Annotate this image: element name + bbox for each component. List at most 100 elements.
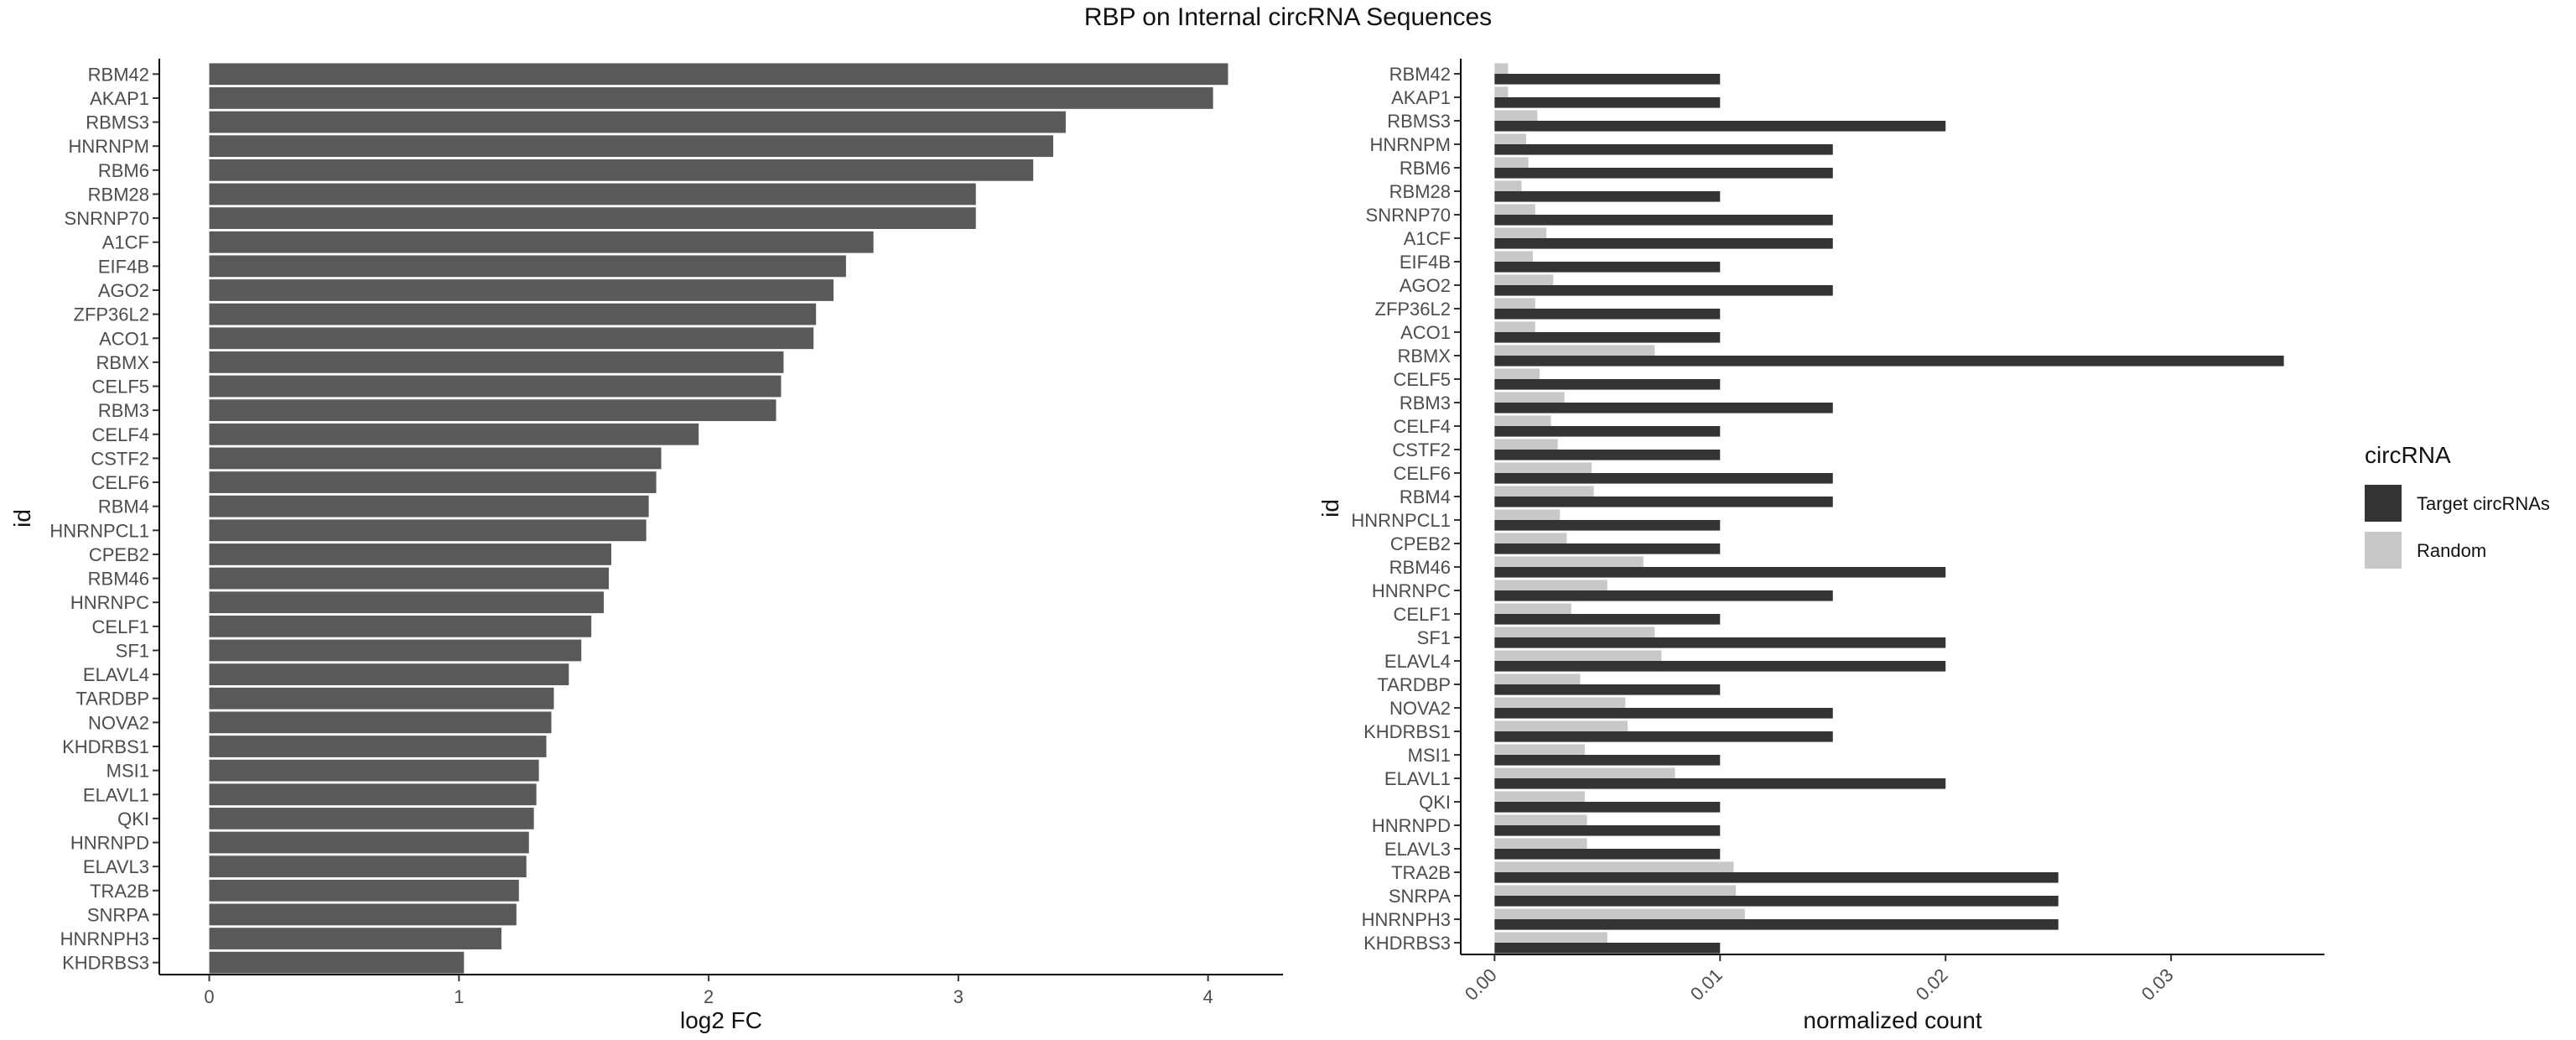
bar-celf5 [209, 375, 782, 398]
y-tick-label: A1CF [1404, 228, 1451, 249]
y-tick-label: KHDRBS3 [1363, 933, 1451, 954]
y-tick-label: ZFP36L2 [74, 304, 150, 325]
bar-random-zfp36l2 [1494, 298, 1535, 309]
y-tick-label: RBM42 [88, 64, 149, 85]
bar-nova2 [209, 711, 552, 734]
x-axis-title: log2 FC [680, 1007, 762, 1033]
bar-target-nova2 [1494, 708, 1833, 719]
bar-random-a1cf [1494, 227, 1547, 238]
bar-rbm46 [209, 567, 610, 590]
bar-target-elavl3 [1494, 849, 1721, 860]
bar-elavl1 [209, 783, 537, 806]
y-tick-label: RBMS3 [1387, 111, 1451, 132]
y-tick-label: HNRNPC [70, 592, 149, 613]
y-tick-label: HNRNPD [1372, 815, 1451, 836]
bar-random-cstf2 [1494, 439, 1558, 450]
bar-elavl3 [209, 855, 527, 878]
y-tick-label: CELF1 [92, 616, 149, 637]
bar-target-cstf2 [1494, 450, 1721, 460]
bar-rbm42 [209, 63, 1228, 86]
y-tick-label: AGO2 [1400, 275, 1451, 296]
y-tick-label: RBM3 [1400, 393, 1451, 413]
bar-elavl4 [209, 663, 569, 685]
y-tick-label: ELAVL1 [83, 784, 149, 805]
y-tick-label: HNRNPCL1 [1351, 510, 1451, 531]
bar-rbm3 [209, 399, 776, 422]
main-title: RBP on Internal circRNA Sequences [1083, 3, 1493, 31]
bar-rbms3 [209, 111, 1066, 133]
bar-target-elavl4 [1494, 661, 1946, 672]
y-tick-label: HNRNPCL1 [49, 520, 149, 541]
bar-target-cpeb2 [1494, 543, 1721, 554]
bar-random-qki [1494, 791, 1585, 802]
bar-snrnp70 [209, 207, 976, 229]
bar-random-celf1 [1494, 603, 1571, 614]
y-tick-label: ELAVL3 [83, 856, 149, 877]
bar-rbm6 [209, 159, 1034, 181]
bar-celf6 [209, 471, 657, 493]
bar-target-khdrbs1 [1494, 731, 1833, 742]
y-tick-label: HNRNPH3 [60, 928, 149, 949]
y-tick-label: QKI [117, 809, 149, 829]
bar-celf1 [209, 615, 592, 637]
y-tick-label: RBM28 [1389, 181, 1451, 202]
bar-target-snrpa [1494, 896, 2059, 907]
bar-target-celf4 [1494, 426, 1721, 437]
x-tick-label: 3 [953, 986, 963, 1007]
y-tick-label: SNRNP70 [1366, 205, 1451, 226]
bar-random-hnrnpd [1494, 814, 1587, 825]
bar-zfp36l2 [209, 303, 817, 325]
y-tick-label: ZFP36L2 [1375, 299, 1452, 320]
bar-random-celf6 [1494, 462, 1592, 473]
bar-hnrnph3 [209, 928, 501, 949]
bar-random-celf5 [1494, 368, 1540, 379]
x-tick-label: 0 [204, 986, 214, 1007]
bar-target-rbm6 [1494, 168, 1833, 179]
bar-random-sf1 [1494, 627, 1655, 637]
bar-qki [209, 808, 534, 829]
bar-random-elavl1 [1494, 767, 1675, 778]
bar-random-tra2b [1494, 861, 1734, 872]
y-tick-label: HNRNPM [1369, 134, 1451, 155]
bar-random-nova2 [1494, 697, 1626, 708]
y-tick-label: AGO2 [98, 280, 149, 301]
y-tick-label: CELF4 [92, 424, 149, 445]
y-tick-label: RBM4 [98, 497, 149, 517]
bar-target-celf1 [1494, 614, 1721, 625]
y-tick-label: SNRPA [1389, 886, 1451, 907]
bar-random-ago2 [1494, 274, 1554, 285]
bar-eif4b [209, 255, 846, 278]
bar-rbm28 [209, 183, 976, 205]
bar-random-hnrnpcl1 [1494, 509, 1561, 520]
y-tick-label: HNRNPD [70, 833, 149, 854]
bar-snrpa [209, 903, 517, 926]
x-tick-label: 0.01 [1686, 965, 1727, 1005]
bar-target-hnrnpm [1494, 144, 1833, 155]
bar-sf1 [209, 639, 582, 662]
bar-target-sf1 [1494, 637, 1946, 648]
bar-target-eif4b [1494, 262, 1721, 273]
bar-tra2b [209, 879, 519, 902]
bar-random-hnrnph3 [1494, 908, 1745, 919]
y-tick-label: SF1 [1417, 627, 1451, 648]
bar-target-hnrnph3 [1494, 919, 2059, 930]
y-tick-label: AKAP1 [90, 88, 149, 109]
y-tick-label: KHDRBS1 [1363, 721, 1451, 742]
bar-target-celf5 [1494, 379, 1721, 390]
bar-random-celf4 [1494, 415, 1551, 426]
y-tick-label: KHDRBS3 [62, 953, 149, 974]
y-tick-label: RBMX [1397, 346, 1451, 367]
y-tick-label: RBM6 [98, 160, 149, 181]
bar-random-rbmx [1494, 345, 1655, 356]
y-tick-label: MSI1 [106, 761, 149, 782]
bar-hnrnpc [209, 591, 605, 614]
y-tick-label: RBM42 [1389, 64, 1451, 85]
y-tick-label: HNRNPM [68, 136, 149, 157]
bar-target-msi1 [1494, 755, 1721, 766]
bar-target-aco1 [1494, 332, 1721, 343]
y-tick-label: CELF6 [1394, 463, 1451, 484]
y-tick-label: SNRPA [87, 904, 149, 925]
bar-random-snrnp70 [1494, 204, 1535, 215]
bar-random-rbm42 [1494, 63, 1509, 74]
